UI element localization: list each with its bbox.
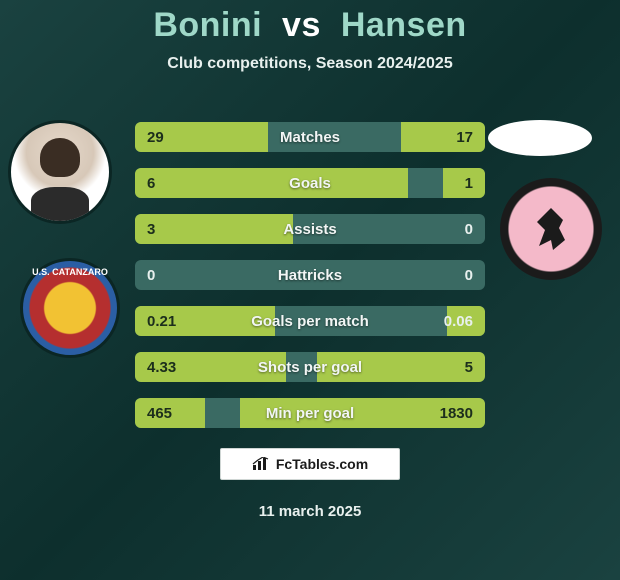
stat-row: 30Assists [135, 214, 485, 244]
stat-value-right: 1 [465, 168, 473, 198]
chart-icon [252, 457, 270, 471]
stat-bar-right [317, 352, 485, 382]
stat-label: Hattricks [135, 260, 485, 290]
stat-value-right: 0 [465, 260, 473, 290]
stat-row: 0 0Hattricks [135, 260, 485, 290]
player2-club-badge [500, 178, 602, 280]
stat-value-right: 0.06 [444, 306, 473, 336]
vs-label: vs [282, 6, 321, 44]
stat-value-right: 17 [456, 122, 473, 152]
stat-value-left: 0.21 [147, 306, 176, 336]
player1-avatar [8, 120, 112, 224]
player1-name: Bonini [153, 6, 262, 44]
player2-avatar [488, 120, 592, 156]
stat-value-left: 3 [147, 214, 155, 244]
stat-bar-left [135, 168, 408, 198]
stats-bars: 2917Matches61Goals30Assists00Hattricks0.… [135, 122, 485, 444]
stat-value-right: 0 [465, 214, 473, 244]
comparison-title: Bonini vs Hansen [0, 6, 620, 45]
subtitle: Club competitions, Season 2024/2025 [0, 55, 620, 73]
footer-date: 11 march 2025 [259, 503, 362, 520]
footer-logo-text: FcTables.com [276, 456, 368, 472]
stat-value-left: 0 [147, 260, 155, 290]
stat-bar-left [135, 214, 293, 244]
header: Bonini vs Hansen Club competitions, Seas… [0, 0, 620, 73]
stat-row: 4651830Min per goal [135, 398, 485, 428]
stat-value-left: 4.33 [147, 352, 176, 382]
stat-value-right: 1830 [440, 398, 473, 428]
footer-logo: FcTables.com [220, 448, 400, 480]
stat-row: 61Goals [135, 168, 485, 198]
player2-name: Hansen [341, 6, 467, 44]
stat-value-left: 465 [147, 398, 172, 428]
stat-row: 0.210.06Goals per match [135, 306, 485, 336]
stat-value-right: 5 [465, 352, 473, 382]
stat-row: 4.335Shots per goal [135, 352, 485, 382]
eagle-icon [531, 206, 571, 252]
player1-club-badge: U.S. CATANZARO [20, 258, 120, 358]
stat-value-left: 29 [147, 122, 164, 152]
stat-value-left: 6 [147, 168, 155, 198]
stat-row: 2917Matches [135, 122, 485, 152]
